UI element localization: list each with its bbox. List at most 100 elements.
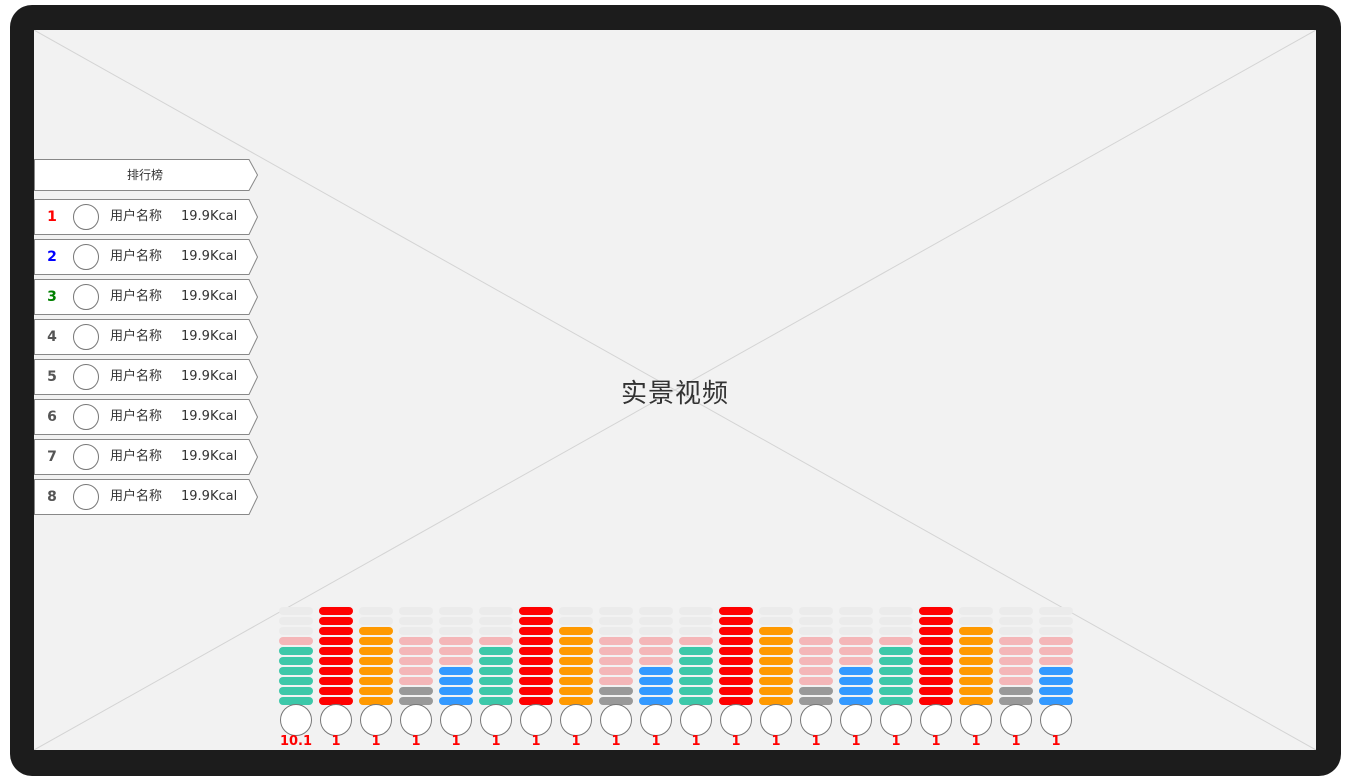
meter-segment xyxy=(1039,647,1073,655)
participant-avatar[interactable] xyxy=(560,704,592,736)
meter-segment xyxy=(279,607,313,615)
meter-segment xyxy=(519,657,553,665)
leaderboard-row[interactable]: 3 用户名称 19.9Kcal xyxy=(34,279,259,315)
leaderboard-row[interactable]: 4 用户名称 19.9Kcal xyxy=(34,319,259,355)
meter-segment xyxy=(999,657,1033,665)
meter-segment xyxy=(759,627,793,635)
meter-segment xyxy=(799,617,833,625)
user-avatar xyxy=(73,444,99,470)
participant-avatar[interactable] xyxy=(800,704,832,736)
meter-segment xyxy=(1039,627,1073,635)
meter-column: 1 xyxy=(998,602,1034,750)
meter-segment xyxy=(839,637,873,645)
participant-value: 1 xyxy=(691,734,701,749)
meter-segment xyxy=(319,647,353,655)
meter-segment xyxy=(799,687,833,695)
meter-segment xyxy=(559,677,593,685)
participant-avatar[interactable] xyxy=(680,704,712,736)
meter-segment xyxy=(639,627,673,635)
meter-segment xyxy=(999,607,1033,615)
meter-segment xyxy=(799,627,833,635)
participant-avatar[interactable] xyxy=(1040,704,1072,736)
participant-avatar[interactable] xyxy=(280,704,312,736)
meter-segment xyxy=(639,607,673,615)
participant-avatar[interactable] xyxy=(440,704,472,736)
participant-avatar[interactable] xyxy=(600,704,632,736)
participant-avatar[interactable] xyxy=(880,704,912,736)
leaderboard-row[interactable]: 7 用户名称 19.9Kcal xyxy=(34,439,259,475)
meter-segment xyxy=(1039,607,1073,615)
participant-avatar[interactable] xyxy=(320,704,352,736)
meter-segment xyxy=(519,627,553,635)
meter-segment xyxy=(439,667,473,675)
meter-segment xyxy=(639,647,673,655)
leaderboard-row[interactable]: 8 用户名称 19.9Kcal xyxy=(34,479,259,515)
participant-value: 1 xyxy=(891,734,901,749)
meter-segment xyxy=(799,667,833,675)
participant-value: 1 xyxy=(371,734,381,749)
meter-segment xyxy=(559,687,593,695)
participant-avatar[interactable] xyxy=(400,704,432,736)
participant-avatar[interactable] xyxy=(760,704,792,736)
meter-column: 1 xyxy=(358,602,394,750)
participant-value: 1 xyxy=(491,734,501,749)
rank-number: 7 xyxy=(47,449,57,465)
meter-column: 1 xyxy=(758,602,794,750)
participant-avatar[interactable] xyxy=(640,704,672,736)
meter-segment xyxy=(759,657,793,665)
meter-segment xyxy=(999,637,1033,645)
user-calories: 19.9Kcal xyxy=(181,329,238,344)
video-area[interactable]: 实景视频 排行榜 1 用户名称 19.9Kcal 2 用户名称 19.9Kcal 3 用户名称… xyxy=(34,30,1316,750)
participant-value: 1 xyxy=(451,734,461,749)
participant-avatar[interactable] xyxy=(520,704,552,736)
meter-segment xyxy=(319,637,353,645)
participant-avatar[interactable] xyxy=(360,704,392,736)
leaderboard-row[interactable]: 5 用户名称 19.9Kcal xyxy=(34,359,259,395)
meter-segment xyxy=(319,667,353,675)
meter-segment xyxy=(559,697,593,705)
meter-segment xyxy=(279,677,313,685)
leaderboard-row[interactable]: 6 用户名称 19.9Kcal xyxy=(34,399,259,435)
participant-avatar[interactable] xyxy=(480,704,512,736)
leaderboard-row[interactable]: 2 用户名称 19.9Kcal xyxy=(34,239,259,275)
meter-segment xyxy=(479,677,513,685)
user-avatar xyxy=(73,484,99,510)
user-calories: 19.9Kcal xyxy=(181,449,238,464)
user-calories: 19.9Kcal xyxy=(181,289,238,304)
user-name: 用户名称 xyxy=(110,289,163,304)
participant-value: 1 xyxy=(931,734,941,749)
meter-segment xyxy=(719,637,753,645)
meter-segment xyxy=(679,637,713,645)
user-name: 用户名称 xyxy=(110,209,163,224)
participant-avatar[interactable] xyxy=(720,704,752,736)
meter-segment xyxy=(879,637,913,645)
meter-segment xyxy=(919,677,953,685)
meter-segment xyxy=(519,687,553,695)
leaderboard-row[interactable]: 1 用户名称 19.9Kcal xyxy=(34,199,259,235)
meter-segment xyxy=(959,627,993,635)
meter-segment xyxy=(599,677,633,685)
participant-value: 10.1 xyxy=(279,734,313,749)
meter-segment xyxy=(719,697,753,705)
meter-segment xyxy=(799,607,833,615)
meter-segment xyxy=(759,697,793,705)
meter-segment xyxy=(519,697,553,705)
leaderboard-title: 排行榜 xyxy=(126,168,163,182)
leaderboard-header: 排行榜 xyxy=(34,159,259,191)
participant-avatar[interactable] xyxy=(920,704,952,736)
meter-segment xyxy=(399,667,433,675)
participant-value: 1 xyxy=(611,734,621,749)
meter-segment xyxy=(959,697,993,705)
meter-segment xyxy=(719,657,753,665)
meter-segment xyxy=(879,657,913,665)
meter-segment xyxy=(519,607,553,615)
user-name: 用户名称 xyxy=(110,329,163,344)
participant-avatar[interactable] xyxy=(960,704,992,736)
participant-avatar[interactable] xyxy=(1000,704,1032,736)
meter-segment xyxy=(879,647,913,655)
meter-segment xyxy=(479,667,513,675)
meter-segment xyxy=(639,617,673,625)
meter-column: 1 xyxy=(718,602,754,750)
participant-avatar[interactable] xyxy=(840,704,872,736)
meter-column: 1 xyxy=(798,602,834,750)
